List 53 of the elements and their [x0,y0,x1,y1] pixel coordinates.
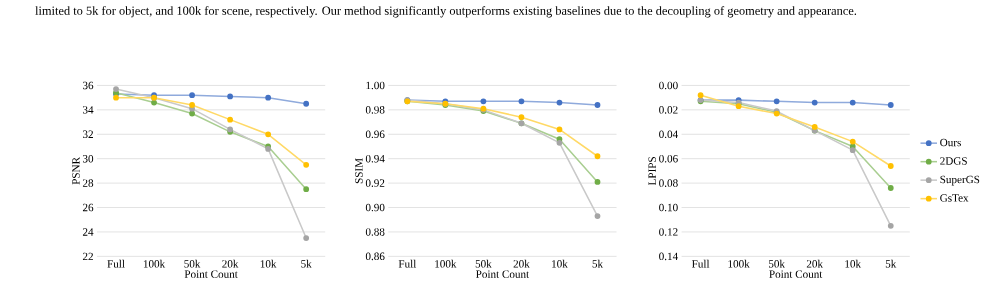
y-tick-label: 28 [82,179,94,187]
y-tick-label: 0.00 [659,81,678,90]
y-tick-label: 36 [82,81,94,90]
x-tick-label: 100k [435,259,457,268]
x-tick-label: 5k [301,259,312,268]
y-tick-label: 34 [82,106,94,114]
x-tick-label: 10k [845,259,862,268]
y-tick-label: 0.12 [659,228,678,236]
x-tick-label: 50k [475,259,492,268]
text: limited to 5k for object, and 100k for scene, respectively. Our method significantly outperforms existing baselines due to the decoupling of geometry and appearance. [35,6,857,18]
y-tick-label: 0.92 [365,179,385,187]
y-axis-title: PSNR [72,157,80,185]
x-tick-label: 10k [552,259,568,268]
x-tick-label: 5k [885,259,897,268]
x-axis-title: Point Count [476,270,530,278]
x-tick-label: Full [398,259,417,268]
y-tick-label: 0.10 [659,203,678,212]
x-tick-label: 20k [222,259,239,268]
y-axis-title: LPIPS [648,157,656,186]
x-tick-label: 20k [806,259,824,268]
y-tick-label: 32 [82,130,93,139]
legend-label: GsTex [940,194,969,202]
y-axis-title: SSIM [355,158,363,184]
legend-label: 2DGS [940,157,967,165]
y-tick-label: 0.04 [659,130,678,139]
y-tick-label: 22 [82,252,93,261]
x-tick-label: 5k [592,259,604,268]
y-tick-label: 0.14 [659,252,678,261]
legend-label: Ours [940,138,961,147]
x-tick-label: 50k [768,259,786,268]
y-tick-label: 0.98 [365,106,385,114]
y-tick-label: 0.08 [659,179,678,187]
x-axis-title: Point Count [769,270,823,278]
y-tick-label: 24 [82,228,94,236]
x-tick-label: Full [107,259,125,268]
y-tick-label: 30 [82,154,94,163]
y-tick-label: 0.06 [659,154,678,163]
y-tick-label: 0.96 [365,130,385,139]
y-tick-label: 0.94 [365,154,385,163]
x-axis-title: Point Count [184,270,238,278]
x-tick-label: Full [691,259,710,268]
y-tick-label: 0.90 [365,203,385,212]
y-tick-label: 0.02 [659,106,678,114]
x-tick-label: 100k [143,259,166,268]
x-tick-label: 10k [260,259,277,268]
x-tick-label: 100k [728,259,750,268]
legend-label: SuperGS [940,175,980,186]
y-tick-label: 0.88 [365,228,385,236]
y-tick-label: 0.86 [365,252,385,261]
y-tick-label: 26 [82,203,94,212]
y-tick-label: 1.00 [366,81,385,90]
x-tick-label: 50k [184,259,201,268]
x-tick-label: 20k [513,259,530,268]
